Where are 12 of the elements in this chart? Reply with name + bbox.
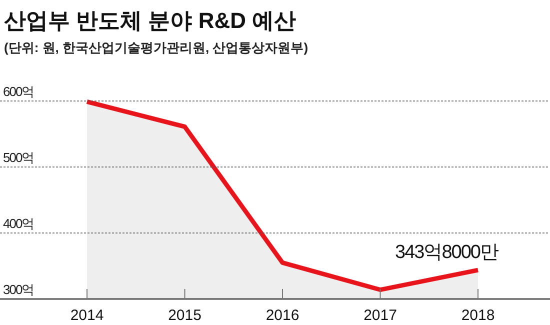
y-tick-label: 500억: [3, 150, 34, 165]
y-tick-label: 600억: [3, 84, 34, 99]
x-tick-label: 2014: [70, 307, 104, 324]
x-tick-label: 2017: [364, 307, 397, 324]
chart-title: 산업부 반도체 분야 R&D 예산: [4, 8, 296, 33]
y-tick-label: 300억: [3, 282, 34, 297]
chart-subtitle: (단위: 원, 한국산업기술평가관리원, 산업통상자원부): [4, 40, 308, 55]
x-tick-label: 2018: [461, 307, 495, 324]
y-tick-label: 400억: [3, 216, 34, 231]
x-tick-label: 2016: [266, 307, 300, 324]
annotation: 343억8000만: [395, 242, 499, 264]
x-tick-label: 2015: [168, 307, 202, 324]
